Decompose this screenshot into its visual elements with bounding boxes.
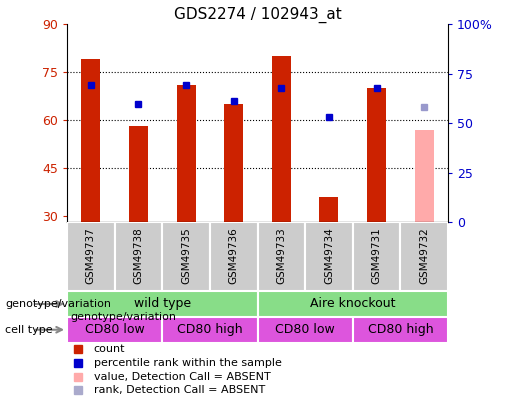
Text: CD80 low: CD80 low	[84, 323, 145, 336]
Bar	[129, 126, 148, 222]
Bar	[319, 196, 338, 222]
Text: percentile rank within the sample: percentile rank within the sample	[94, 358, 282, 368]
Text: GSM49731: GSM49731	[372, 228, 382, 284]
Text: CD80 high: CD80 high	[177, 323, 243, 336]
Text: GSM49734: GSM49734	[324, 228, 334, 284]
Text: Aire knockout: Aire knockout	[310, 298, 396, 311]
Bar	[415, 130, 434, 222]
Bar	[353, 222, 401, 291]
Text: GSM49736: GSM49736	[229, 228, 238, 284]
Text: rank, Detection Call = ABSENT: rank, Detection Call = ABSENT	[94, 385, 265, 395]
Bar	[67, 291, 258, 317]
Text: genotype/variation: genotype/variation	[5, 299, 111, 309]
Text: cell type: cell type	[5, 325, 53, 335]
Bar	[258, 317, 353, 343]
Text: wild type: wild type	[134, 298, 191, 311]
Bar	[305, 222, 353, 291]
Title: GDS2274 / 102943_at: GDS2274 / 102943_at	[174, 7, 341, 23]
Bar	[367, 88, 386, 222]
Bar	[210, 222, 258, 291]
Text: GSM49738: GSM49738	[133, 228, 143, 284]
Text: GSM49737: GSM49737	[86, 228, 96, 284]
Bar	[114, 222, 162, 291]
Text: CD80 low: CD80 low	[275, 323, 335, 336]
Bar	[401, 222, 448, 291]
Bar	[162, 222, 210, 291]
Bar	[162, 317, 258, 343]
Text: GSM49732: GSM49732	[419, 228, 429, 284]
Text: CD80 high: CD80 high	[368, 323, 433, 336]
Text: GSM49733: GSM49733	[277, 228, 286, 284]
Bar	[67, 317, 162, 343]
Bar	[81, 60, 100, 222]
Bar	[258, 291, 448, 317]
Bar	[272, 56, 291, 222]
Bar	[67, 222, 115, 291]
Bar	[177, 85, 196, 222]
Text: GSM49735: GSM49735	[181, 228, 191, 284]
Bar	[353, 317, 448, 343]
Bar	[224, 104, 243, 222]
Bar	[258, 222, 305, 291]
Text: genotype/variation: genotype/variation	[71, 312, 177, 322]
Text: count: count	[94, 344, 125, 354]
Text: value, Detection Call = ABSENT: value, Detection Call = ABSENT	[94, 371, 270, 382]
